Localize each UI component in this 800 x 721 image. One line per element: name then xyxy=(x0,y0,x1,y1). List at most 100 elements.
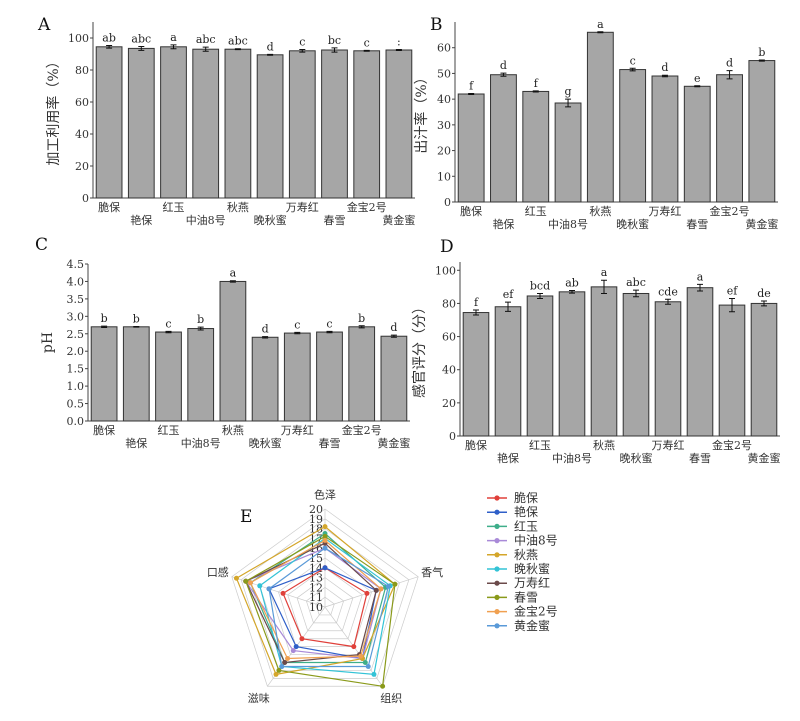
radar-point xyxy=(380,683,386,689)
error-bar xyxy=(473,309,479,316)
bar xyxy=(316,331,343,422)
error-bar xyxy=(729,297,735,313)
radar-point xyxy=(273,671,279,677)
radar-axis-label: 组织 xyxy=(380,691,402,705)
legend-marker xyxy=(494,523,500,530)
radar-point xyxy=(276,667,282,673)
error-bar xyxy=(262,336,269,339)
x-tick-label: 中油8号 xyxy=(548,217,588,231)
y-tick-label: 60 xyxy=(75,96,89,109)
x-tick-label: 红玉 xyxy=(525,205,547,218)
significance-label: b xyxy=(758,46,765,59)
x-tick-label: 晚秋蜜 xyxy=(620,451,653,465)
error-bar xyxy=(363,49,370,52)
significance-label: cde xyxy=(658,285,678,298)
x-tick-label: 红玉 xyxy=(158,424,180,437)
x-tick-label: 脆保 xyxy=(460,204,482,218)
panel-label: E xyxy=(240,507,252,527)
x-tick-label: 艳保 xyxy=(130,213,152,227)
y-tick-label: 50 xyxy=(437,67,451,80)
panel-C: C 0.0 0.5 1.0 1.5 2.0 2.5 3.0 3.5 4.0 4.5 pH b 脆保 b 艳保 c… xyxy=(35,235,410,450)
bar xyxy=(192,48,220,199)
bar xyxy=(155,331,182,422)
bar xyxy=(686,287,714,437)
bar xyxy=(321,49,348,199)
radar-point xyxy=(371,671,377,677)
panel-label: D xyxy=(440,237,454,257)
significance-label: b xyxy=(358,312,365,325)
significance-label: e xyxy=(694,72,701,85)
bar xyxy=(586,31,614,203)
significance-label: f xyxy=(474,296,479,309)
radar-point xyxy=(351,644,357,650)
y-tick-label: 80 xyxy=(75,64,89,77)
error-bar xyxy=(326,330,333,334)
significance-label: g xyxy=(565,85,572,98)
radar-point xyxy=(243,578,249,584)
radar-point xyxy=(322,565,328,571)
x-tick-label: 春雪 xyxy=(319,437,341,450)
bar xyxy=(590,286,618,437)
bar xyxy=(522,90,550,203)
error-bar xyxy=(565,98,572,108)
x-tick-label: 黄金蜜 xyxy=(377,436,410,450)
y-tick-label: 3.5 xyxy=(67,293,85,306)
significance-label: bc xyxy=(328,34,341,47)
y-tick-label: 60 xyxy=(442,331,456,344)
significance-label: abc xyxy=(228,35,248,48)
significance-label: b xyxy=(197,313,204,326)
panel-E: E色泽香气组织滋味口感1011121314151617181920脆保艳保红玉中… xyxy=(207,487,558,705)
significance-label: a xyxy=(601,266,608,279)
y-tick-label: 3.0 xyxy=(67,310,85,323)
radar-tick-label: 15 xyxy=(309,552,323,565)
bar xyxy=(187,328,215,422)
radar-point xyxy=(373,587,379,593)
y-tick-label: 1.5 xyxy=(67,363,85,376)
significance-label: abc xyxy=(626,276,646,289)
error-bar xyxy=(726,70,733,80)
radar-axis-label: 香气 xyxy=(421,565,443,579)
bar xyxy=(526,295,554,437)
error-bar xyxy=(234,48,241,51)
error-bar xyxy=(395,49,402,51)
y-tick-label: 30 xyxy=(437,119,451,132)
x-tick-label: 春雪 xyxy=(689,452,711,465)
x-tick-label: 中油8号 xyxy=(181,436,221,450)
bar xyxy=(457,93,485,203)
bar xyxy=(716,74,743,203)
significance-label: c xyxy=(326,317,332,330)
bar xyxy=(622,292,650,437)
radar-grid-ring xyxy=(231,508,419,687)
legend-label: 黄金蜜 xyxy=(514,618,550,633)
legend-label: 秋燕 xyxy=(514,548,538,562)
y-tick-label: 4.0 xyxy=(67,275,85,288)
radar-point xyxy=(280,590,286,596)
significance-label: c xyxy=(165,317,171,330)
radar-point xyxy=(385,583,391,589)
panel-D: D 0 20 40 60 80 100 感官评分（分） f 脆保 ef 艳保 bcd 红玉 ab 中油8号 a 秋… xyxy=(411,237,781,465)
bar xyxy=(558,291,586,437)
bar xyxy=(619,69,647,203)
radar-series-line xyxy=(249,539,382,660)
y-axis-label: 感官评分（分） xyxy=(411,300,428,398)
significance-label: : xyxy=(397,36,401,49)
significance-label: a xyxy=(170,31,177,44)
significance-label: d xyxy=(726,57,733,70)
radar-point xyxy=(282,659,288,665)
radar-point xyxy=(266,586,272,592)
panel-label: A xyxy=(37,15,51,35)
error-bar xyxy=(661,74,668,78)
significance-label: d xyxy=(500,59,507,72)
radar-series-line xyxy=(244,547,382,660)
error-bar xyxy=(138,45,145,51)
bar xyxy=(462,312,490,437)
legend-marker xyxy=(494,580,500,586)
x-tick-label: 艳保 xyxy=(125,436,147,450)
y-tick-label: 80 xyxy=(442,297,456,310)
bar xyxy=(750,302,778,437)
x-tick-label: 万寿红 xyxy=(286,200,319,214)
radar-tick-label: 19 xyxy=(309,513,323,526)
x-tick-label: 脆保 xyxy=(465,438,487,452)
radar-grid-ring xyxy=(277,557,373,647)
